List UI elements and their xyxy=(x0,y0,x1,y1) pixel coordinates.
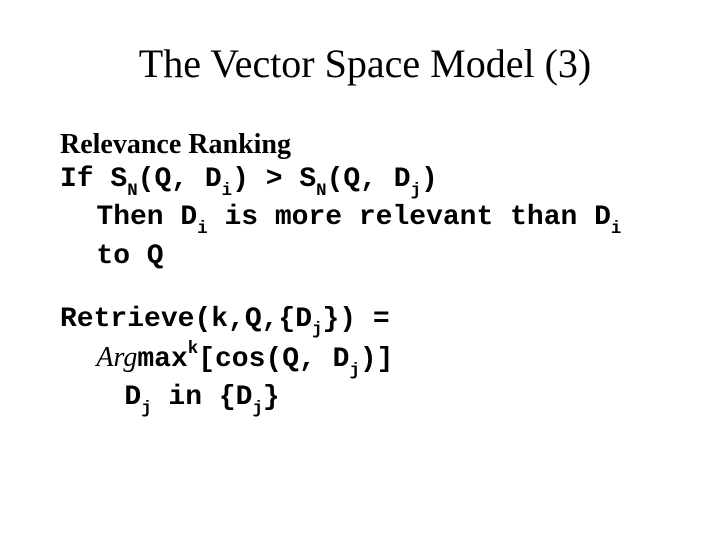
retrieve-a: Retrieve(k,Q,{D xyxy=(60,304,312,335)
if-condition-line: If SN(Q, Di) > SN(Q, Dj) xyxy=(60,162,670,200)
max-bold: max xyxy=(137,344,187,375)
if-label: If xyxy=(60,164,110,195)
section-heading-relevance: Relevance Ranking xyxy=(60,127,670,162)
dj-in-sub-j1: j xyxy=(141,400,151,419)
gt-symbol: > xyxy=(249,164,299,195)
sn2: S xyxy=(299,164,316,195)
then-prefix: Then D xyxy=(96,202,197,233)
sn2-sub-n: N xyxy=(316,182,326,201)
slide-container: The Vector Space Model (3) Relevance Ran… xyxy=(0,0,720,540)
dj-in-mid: in {D xyxy=(152,382,253,413)
sn1-sub-n: N xyxy=(127,182,137,201)
sn1-args-close: ) xyxy=(232,164,249,195)
then-sub-i2: i xyxy=(611,220,621,239)
then-line: Then Di is more relevant than Di xyxy=(60,200,670,238)
retrieve-block: Retrieve(k,Q,{Dj}) = Argmaxk[cos(Q, Dj)]… xyxy=(60,302,670,419)
dj-in-sub-j2: j xyxy=(252,400,262,419)
cos-sub-j: j xyxy=(349,362,359,381)
cos-a: [cos(Q, D xyxy=(198,344,349,375)
relevance-ranking-block: Relevance Ranking If SN(Q, Di) > SN(Q, D… xyxy=(60,127,670,274)
arg-italic: Arg xyxy=(96,342,137,373)
sn1: S xyxy=(110,164,127,195)
slide-body: Relevance Ranking If SN(Q, Di) > SN(Q, D… xyxy=(60,127,670,418)
max-sup-k: k xyxy=(188,340,198,359)
then-sub-i1: i xyxy=(197,220,207,239)
argmax-line: Argmaxk[cos(Q, Dj)] xyxy=(60,340,670,380)
slide-title: The Vector Space Model (3) xyxy=(60,40,670,87)
cos-b: )] xyxy=(360,344,394,375)
sn2-args-close: ) xyxy=(421,164,438,195)
dj-in-b: } xyxy=(263,382,280,413)
sn1-args-open: (Q, D xyxy=(138,164,222,195)
retrieve-signature-line: Retrieve(k,Q,{Dj}) = xyxy=(60,302,670,340)
retrieve-b: }) = xyxy=(322,304,389,335)
sn2-args-open: (Q, D xyxy=(327,164,411,195)
sn2-sub-j: j xyxy=(411,182,421,201)
dj-in-line: Dj in {Dj} xyxy=(60,380,670,418)
retrieve-sub-j: j xyxy=(312,321,322,340)
to-q-line: to Q xyxy=(60,239,670,274)
sn1-sub-i: i xyxy=(222,182,232,201)
then-mid: is more relevant than D xyxy=(208,202,611,233)
dj-in-a: D xyxy=(124,382,141,413)
